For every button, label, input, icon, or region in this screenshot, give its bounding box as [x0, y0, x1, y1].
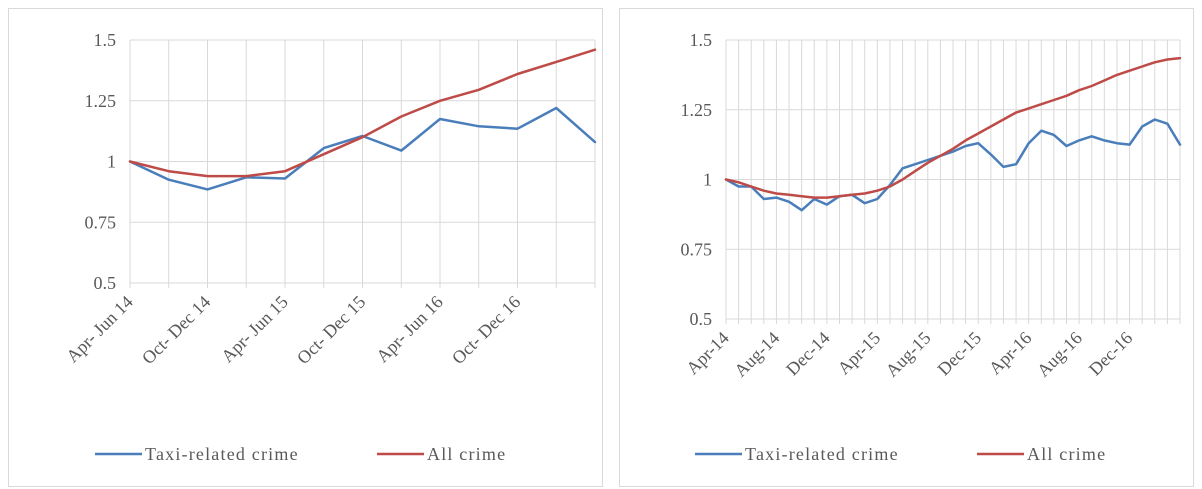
y-tick-label: 0.5 [690, 309, 713, 329]
x-tick-label: Dec-16 [1085, 328, 1137, 380]
y-tick-label: 1.25 [85, 91, 117, 111]
series-line-taxi-related-crime [724, 118, 1182, 212]
series-line-all-crime [128, 48, 597, 178]
x-tick-label: Apr- Jun 16 [372, 292, 447, 367]
series-line-all-crime [724, 56, 1182, 199]
y-tick-label: 1.5 [690, 30, 713, 50]
y-tick-label: 1 [107, 152, 116, 172]
legend-label: All crime [427, 444, 506, 464]
y-tick-label: 1 [703, 170, 712, 190]
chart-panel-quarterly: 0.5 0.75 1 1.25 1.5 Apr- Jun 14 Oct- Dec 14 Apr… [8, 8, 603, 487]
x-tick-label: Apr-16 [985, 328, 1036, 379]
y-tick-label: 0.75 [85, 212, 117, 232]
y-tick-label: 0.75 [681, 239, 713, 259]
x-tick-label: Oct- Dec 16 [448, 292, 524, 368]
y-tick-label: 1.25 [681, 100, 713, 120]
x-tick-label: Oct- Dec 15 [293, 292, 369, 368]
x-tick-label: Apr-15 [834, 328, 885, 379]
legend-label: Taxi-related crime [145, 444, 299, 464]
x-tick-label: Aug-14 [730, 328, 783, 381]
x-tick-label: Apr-14 [682, 328, 733, 379]
x-tick-label: Dec-14 [782, 328, 834, 380]
x-tick-label: Apr- Jun 14 [62, 292, 137, 367]
legend-label: All crime [1027, 444, 1106, 464]
x-tick-label: Aug-16 [1033, 328, 1086, 381]
x-tick-label: Oct- Dec 14 [138, 292, 214, 368]
legend-label: Taxi-related crime [745, 444, 899, 464]
x-tick-label: Aug-15 [882, 328, 935, 381]
x-tick-label: Dec-15 [933, 328, 985, 380]
x-tick-label: Apr- Jun 15 [217, 292, 292, 367]
y-tick-label: 1.5 [94, 30, 117, 50]
y-tick-label: 0.5 [94, 273, 117, 293]
chart-panel-monthly: 0.5 0.75 1 1.25 1.5 Apr-14 Aug-14 Dec-14 Apr-15 A… [619, 8, 1194, 487]
